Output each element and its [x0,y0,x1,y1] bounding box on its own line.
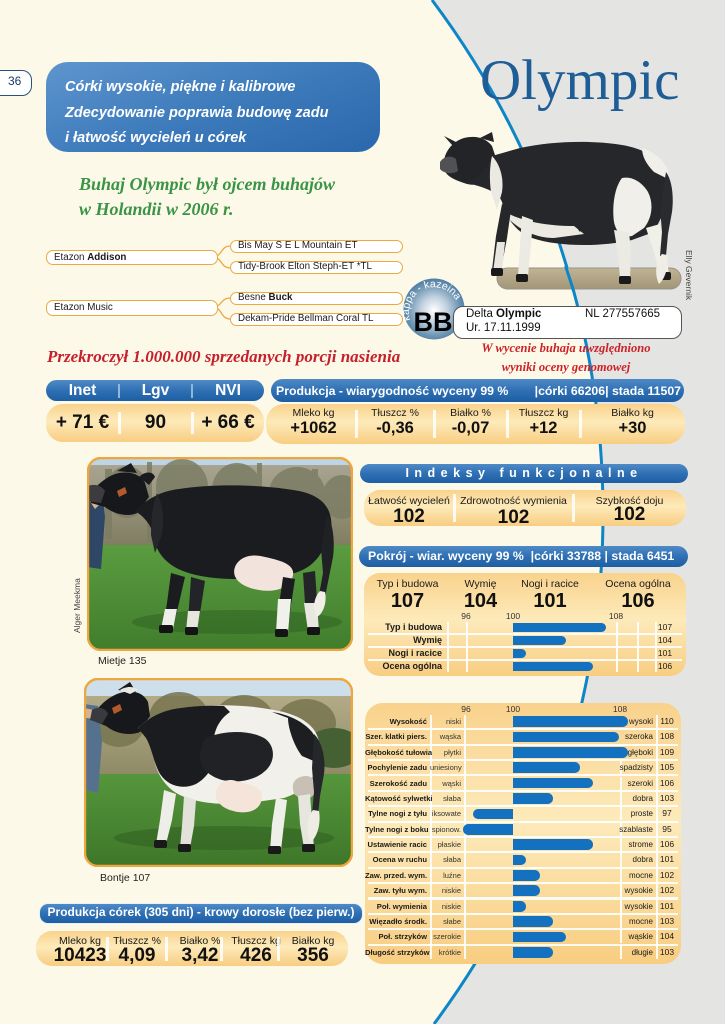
svg-text:BB: BB [414,307,453,337]
